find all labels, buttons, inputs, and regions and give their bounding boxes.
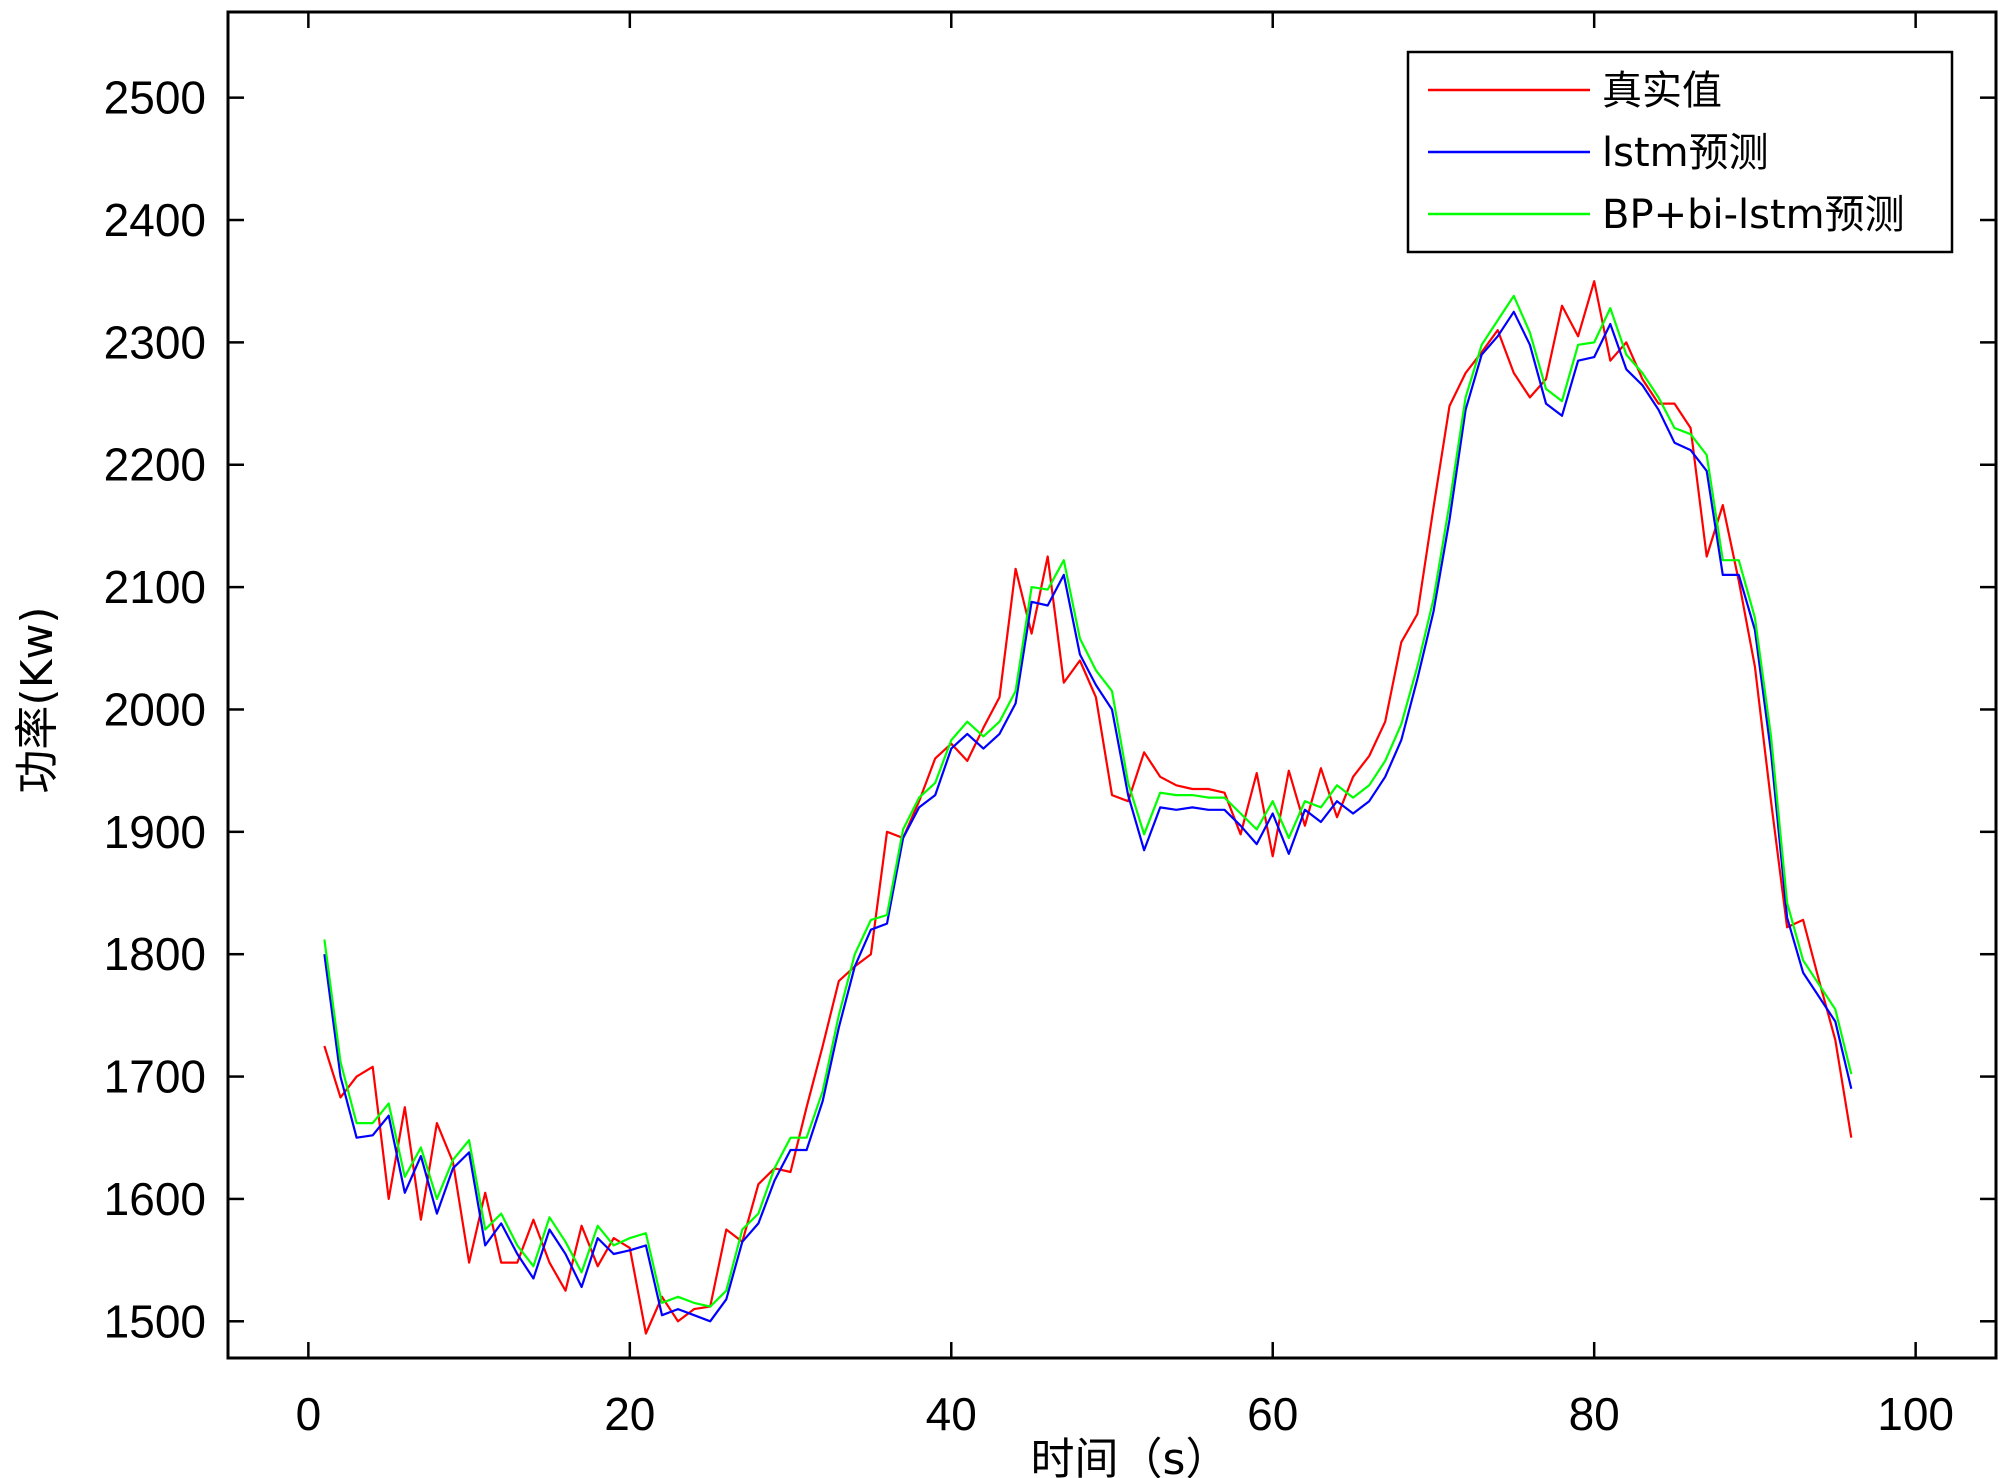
legend-label-series-0: 真实值 <box>1602 68 1722 114</box>
y-tick-label: 1600 <box>104 1173 206 1225</box>
series-line-2 <box>323 294 1853 1308</box>
y-tick-label: 2200 <box>104 439 206 491</box>
y-tick-label: 2100 <box>104 561 206 613</box>
x-tick-label: 60 <box>1247 1388 1298 1440</box>
x-axis-ticks: 0 20 40 60 80 100 <box>296 12 1954 1440</box>
legend: 真实值 lstm预测 BP+bi-lstm预测 <box>1406 50 1954 254</box>
x-tick-label: 20 <box>604 1388 655 1440</box>
series-layer <box>323 280 1853 1335</box>
y-tick-label: 1900 <box>104 806 206 858</box>
x-tick-label: 80 <box>1569 1388 1620 1440</box>
x-tick-label: 0 <box>296 1388 322 1440</box>
y-tick-label: 1500 <box>104 1295 206 1347</box>
legend-label-series-1: lstm预测 <box>1602 130 1769 176</box>
y-axis-ticks: 1500 1600 1700 1800 1900 2000 2100 2200 2300 2400… <box>104 72 1996 1347</box>
y-tick-label: 2000 <box>104 683 206 735</box>
x-tick-label: 40 <box>926 1388 977 1440</box>
y-tick-label: 1800 <box>104 928 206 980</box>
legend-label-series-2: BP+bi-lstm预测 <box>1602 192 1905 238</box>
y-tick-label: 2500 <box>104 72 206 124</box>
series-line-0 <box>323 280 1853 1335</box>
series-line-1 <box>323 310 1853 1323</box>
y-tick-label: 2300 <box>104 316 206 368</box>
y-axis-title: 功率(Kw) <box>12 606 63 793</box>
x-tick-label: 100 <box>1877 1388 1954 1440</box>
y-tick-label: 1700 <box>104 1051 206 1103</box>
y-tick-label: 2400 <box>104 194 206 246</box>
x-axis-title: 时间（s） <box>1031 1434 1230 1478</box>
